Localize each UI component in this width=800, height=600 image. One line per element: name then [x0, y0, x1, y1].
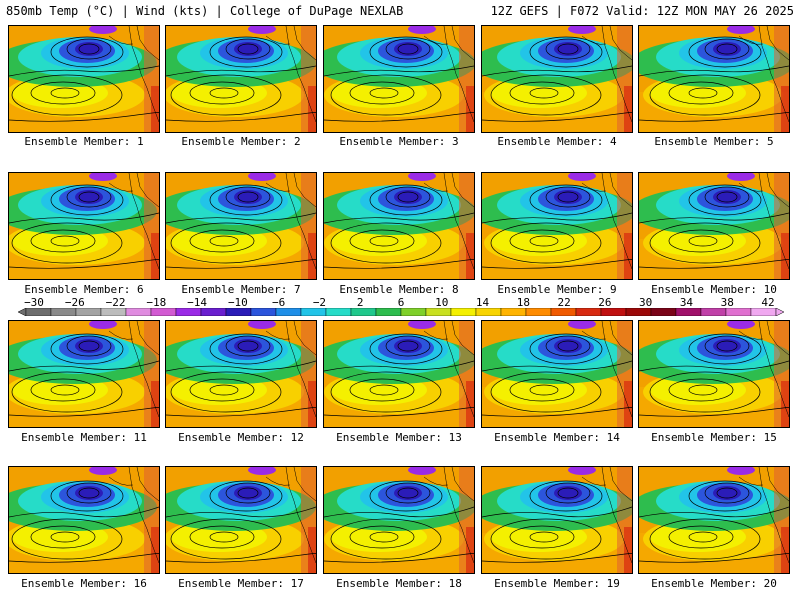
ensemble-member-label: Ensemble Member: 17	[178, 577, 304, 590]
ensemble-map-8	[323, 172, 475, 280]
colorbar-bin	[150, 308, 177, 316]
colorbar-bin	[550, 308, 577, 316]
chart-title: 850mb Temp (°C) | Wind (kts) | College o…	[6, 4, 404, 18]
colorbar-tick: 26	[598, 296, 612, 309]
ensemble-member-label: Ensemble Member: 19	[494, 577, 620, 590]
ensemble-member-label: Ensemble Member: 3	[339, 135, 459, 148]
colorbar-bin	[350, 308, 377, 316]
colorbar-bin	[400, 308, 427, 316]
ensemble-map-9	[481, 172, 633, 280]
ensemble-member-label: Ensemble Member: 7	[181, 283, 301, 296]
colorbar-max-arrow	[775, 308, 784, 316]
ensemble-member-label: Ensemble Member: 6	[24, 283, 144, 296]
colorbar-bin	[125, 308, 152, 316]
colorbar-tick: 6	[397, 296, 405, 309]
ensemble-map-14	[481, 320, 633, 428]
ensemble-map-6	[8, 172, 160, 280]
ensemble-map-11	[8, 320, 160, 428]
colorbar-tick: 18	[516, 296, 530, 309]
colorbar-bin	[600, 308, 627, 316]
colorbar-bin	[500, 308, 527, 316]
colorbar-tick: −6	[272, 296, 286, 309]
colorbar-bin	[100, 308, 127, 316]
colorbar-tick: 2	[356, 296, 364, 309]
ensemble-map-7	[165, 172, 317, 280]
ensemble-member-label: Ensemble Member: 20	[651, 577, 777, 590]
colorbar-bin	[675, 308, 702, 316]
temperature-colorbar	[18, 308, 784, 316]
colorbar-bin	[325, 308, 352, 316]
colorbar-min-arrow	[18, 308, 27, 316]
model-run-info: 12Z GEFS | F072 Valid: 12Z MON MAY 26 20…	[490, 4, 794, 18]
colorbar-tick: −2	[312, 296, 327, 309]
colorbar-bin	[375, 308, 402, 316]
ensemble-map-10	[638, 172, 790, 280]
ensemble-map-13	[323, 320, 475, 428]
colorbar-tick: −10	[227, 296, 248, 309]
colorbar-tick: 42	[761, 296, 775, 309]
ensemble-member-label: Ensemble Member: 8	[339, 283, 459, 296]
ensemble-member-label: Ensemble Member: 1	[24, 135, 144, 148]
colorbar-bin	[725, 308, 752, 316]
colorbar-bin	[575, 308, 602, 316]
colorbar-tick: −26	[64, 296, 85, 309]
colorbar-tick: −14	[187, 296, 208, 309]
colorbar-bin	[750, 308, 777, 316]
colorbar-bin	[450, 308, 477, 316]
colorbar-bin	[275, 308, 302, 316]
colorbar-bin	[25, 308, 52, 316]
colorbar-bin	[625, 308, 652, 316]
ensemble-member-label: Ensemble Member: 11	[21, 431, 147, 444]
colorbar-tick: −18	[146, 296, 167, 309]
colorbar-tick: 30	[639, 296, 653, 309]
ensemble-map-12	[165, 320, 317, 428]
colorbar-bin	[75, 308, 102, 316]
ensemble-member-label: Ensemble Member: 14	[494, 431, 620, 444]
ensemble-member-label: Ensemble Member: 9	[497, 283, 617, 296]
ensemble-map-18	[323, 466, 475, 574]
colorbar-bin	[250, 308, 277, 316]
ensemble-map-4	[481, 25, 633, 133]
ensemble-map-16	[8, 466, 160, 574]
colorbar-bin	[700, 308, 727, 316]
colorbar-bin	[200, 308, 227, 316]
ensemble-member-label: Ensemble Member: 12	[178, 431, 304, 444]
colorbar-tick: 38	[720, 296, 734, 309]
colorbar-bin	[300, 308, 327, 316]
colorbar-tick: 14	[475, 296, 490, 309]
colorbar-tick: 34	[679, 296, 694, 309]
ensemble-member-label: Ensemble Member: 10	[651, 283, 777, 296]
ensemble-map-5	[638, 25, 790, 133]
ensemble-member-label: Ensemble Member: 15	[651, 431, 777, 444]
colorbar-bin	[175, 308, 202, 316]
ensemble-map-2	[165, 25, 317, 133]
ensemble-map-17	[165, 466, 317, 574]
ensemble-map-19	[481, 466, 633, 574]
ensemble-map-20	[638, 466, 790, 574]
ensemble-member-label: Ensemble Member: 4	[497, 135, 617, 148]
colorbar-bin	[525, 308, 552, 316]
colorbar-tick: −30	[24, 296, 44, 309]
colorbar-bin	[475, 308, 502, 316]
ensemble-member-label: Ensemble Member: 5	[654, 135, 774, 148]
colorbar-tick: −22	[105, 296, 126, 309]
colorbar-bin	[50, 308, 77, 316]
ensemble-member-label: Ensemble Member: 18	[336, 577, 462, 590]
ensemble-member-label: Ensemble Member: 2	[181, 135, 301, 148]
colorbar-tick: 10	[435, 296, 449, 309]
colorbar-bin	[425, 308, 452, 316]
colorbar-bin	[650, 308, 677, 316]
ensemble-map-3	[323, 25, 475, 133]
colorbar-bin	[225, 308, 252, 316]
ensemble-member-label: Ensemble Member: 16	[21, 577, 147, 590]
ensemble-member-label: Ensemble Member: 13	[336, 431, 462, 444]
ensemble-map-1	[8, 25, 160, 133]
ensemble-map-15	[638, 320, 790, 428]
colorbar-tick: 22	[557, 296, 571, 309]
